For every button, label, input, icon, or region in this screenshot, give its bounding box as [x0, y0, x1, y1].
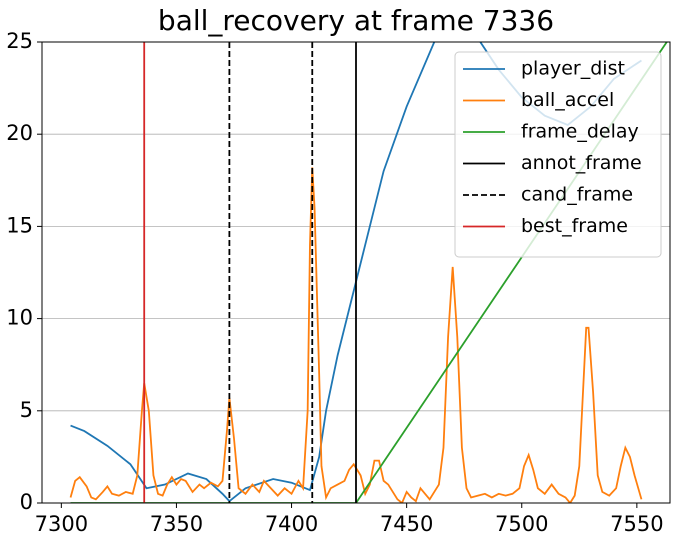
legend-box: [454, 51, 662, 258]
y-tick-label: 15: [6, 213, 33, 237]
chart-title: ball_recovery at frame 7336: [158, 4, 554, 37]
legend-label: best_frame: [521, 215, 628, 237]
legend-label: player_dist: [521, 58, 625, 80]
x-tick-label: 7500: [495, 512, 548, 536]
x-tick-label: 7450: [380, 512, 433, 536]
y-tick-label: 5: [20, 398, 33, 422]
legend: player_dist ball_accel frame_delay annot_fr…: [454, 51, 662, 258]
axes-frame: [41, 41, 671, 504]
legend-label: frame_delay: [521, 121, 639, 143]
y-tick-label: 20: [6, 121, 33, 145]
x-tick-label: 7350: [150, 512, 203, 536]
x-tick-label: 7550: [610, 512, 663, 536]
x-tick-label: 7300: [35, 512, 88, 536]
legend-label: annot_frame: [521, 152, 642, 174]
legend-label: cand_frame: [521, 184, 633, 206]
x-tick-label: 7400: [265, 512, 318, 536]
ticks: 0 5 10 15 20 25 7300 7350 7400 7450 7500 7550: [6, 29, 663, 536]
y-tick-label: 0: [20, 490, 33, 514]
legend-label: ball_accel: [521, 89, 614, 111]
y-tick-label: 25: [6, 29, 33, 53]
series-line: [69, 167, 643, 503]
y-tick-label: 10: [6, 306, 33, 330]
